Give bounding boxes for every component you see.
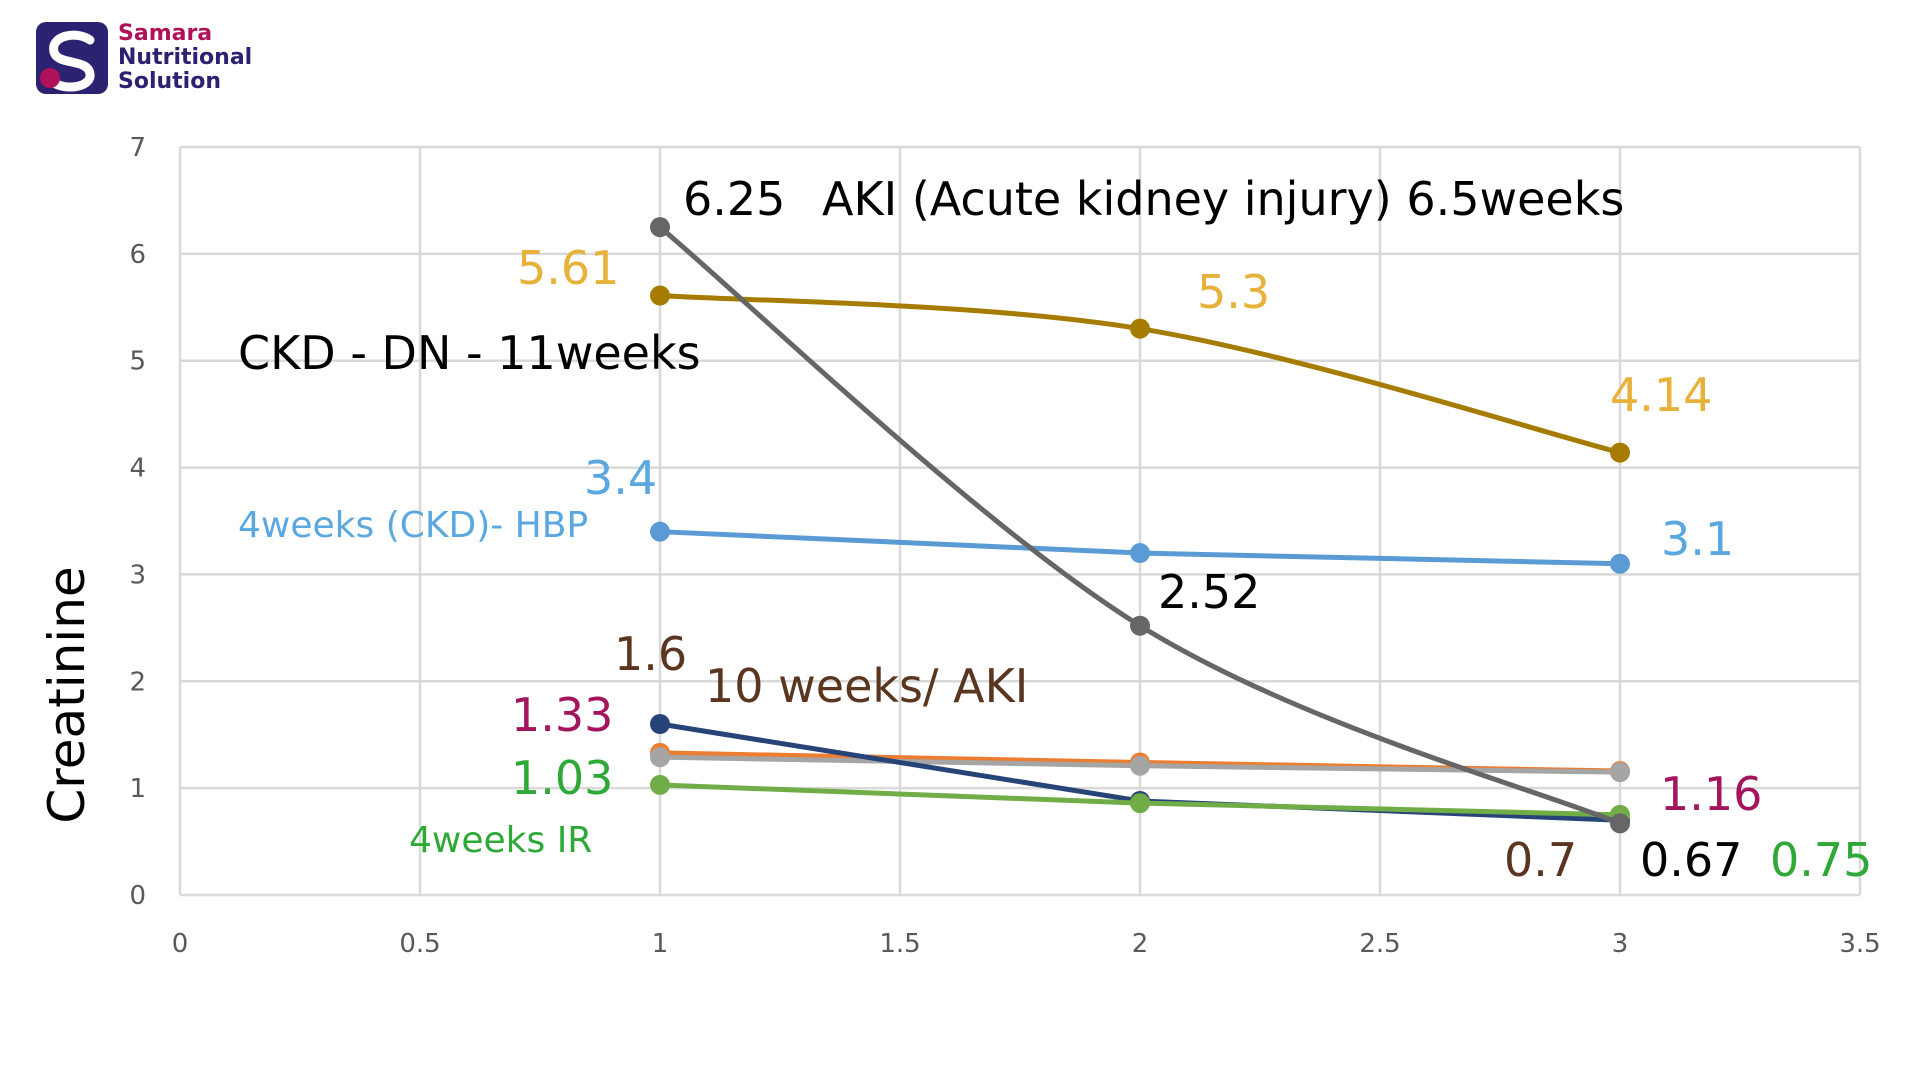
ann-4weeks-ir: 4weeks IR	[409, 820, 592, 861]
x-tick-label: 2.5	[1359, 929, 1400, 959]
ann-3-4: 3.4	[584, 451, 657, 505]
data-point	[650, 774, 670, 795]
ann-ckd-dn: CKD - DN - 11weeks	[238, 326, 701, 380]
ann-0-75: 0.75	[1770, 833, 1872, 887]
ann-2-52: 2.52	[1158, 565, 1260, 619]
x-tick-label: 0.5	[399, 929, 440, 959]
x-tick-label: 1	[652, 929, 669, 959]
annotations: 6.25 AKI (Acute kidney injury) 6.5weeks 5.…	[238, 172, 1872, 887]
gridlines	[178, 145, 1862, 897]
series-1	[650, 521, 1630, 574]
ann-10-weeks-aki: 10 weeks/ AKI	[705, 659, 1028, 713]
x-tick-label: 2	[1132, 929, 1149, 959]
ann-5-61: 5.61	[517, 241, 619, 295]
y-tick-label: 1	[129, 774, 146, 804]
data-point	[650, 714, 670, 735]
data-point	[650, 285, 670, 306]
data-point	[1610, 813, 1630, 834]
data-point	[1130, 318, 1150, 339]
ann-0-67: 0.67	[1640, 833, 1742, 887]
series-0	[650, 285, 1630, 463]
y-tick-label: 2	[129, 667, 146, 697]
y-tick-label: 0	[129, 881, 146, 911]
y-axis-title: Creatinine	[38, 566, 96, 823]
data-point	[1610, 442, 1630, 463]
data-point	[650, 747, 670, 768]
logo-text-samara: Samara	[118, 21, 213, 46]
company-logo: Samara Nutritional Solution	[36, 20, 296, 100]
ann-1-6: 1.6	[614, 627, 687, 681]
ann-0-7: 0.7	[1504, 833, 1577, 887]
y-tick-label: 5	[129, 347, 146, 377]
y-tick-label: 6	[129, 240, 146, 270]
x-tick-label: 3.5	[1839, 929, 1880, 959]
y-tick-label: 3	[129, 560, 146, 590]
series-6	[650, 217, 1630, 834]
data-point	[1130, 615, 1150, 636]
ann-4weeks-hbp: 4weeks (CKD)- HBP	[238, 505, 588, 546]
series-3	[650, 747, 1630, 783]
ann-1-03: 1.03	[511, 751, 613, 805]
x-tick-label: 1.5	[879, 929, 920, 959]
ann-1-16: 1.16	[1660, 767, 1762, 821]
y-tick-label: 7	[129, 133, 146, 163]
y-tick-label: 4	[129, 454, 146, 484]
data-point	[1610, 762, 1630, 783]
logo-text-solution: Solution	[118, 69, 221, 94]
x-tick-label: 3	[1612, 929, 1629, 959]
tick-labels: 0 1 2 3 4 5 6 7 0 0.5 1 1.5 2 2.5 3 3.5	[129, 133, 1880, 959]
series-5	[650, 774, 1630, 825]
data-point	[650, 217, 670, 238]
ann-4-14: 4.14	[1610, 368, 1712, 422]
data-point	[1610, 553, 1630, 574]
ann-aki-6-5: AKI (Acute kidney injury) 6.5weeks	[822, 172, 1624, 226]
data-point	[650, 521, 670, 542]
data-point	[1130, 755, 1150, 776]
ann-5-3: 5.3	[1197, 265, 1270, 319]
x-tick-label: 0	[172, 929, 189, 959]
data-point	[1130, 793, 1150, 814]
logo-text-nutritional: Nutritional	[118, 45, 253, 70]
data-point	[1130, 543, 1150, 564]
ann-1-33: 1.33	[511, 688, 613, 742]
ann-6-25: 6.25	[683, 172, 785, 226]
series-line	[658, 225, 1621, 826]
samara-s-logo-icon	[36, 22, 108, 94]
ann-3-1: 3.1	[1661, 512, 1734, 566]
data-series	[650, 217, 1630, 834]
